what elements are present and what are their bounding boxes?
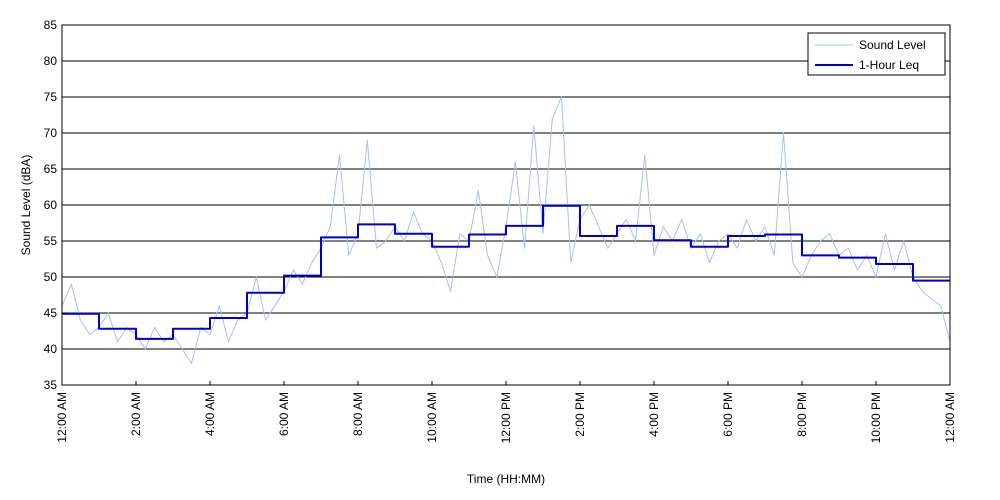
y-tick-label: 50 [44, 270, 58, 284]
x-tick-label: 4:00 AM [203, 392, 217, 436]
y-tick-labels: 35 40 45 50 55 60 65 70 75 80 85 [44, 18, 58, 392]
x-tick-label: 8:00 AM [351, 392, 365, 436]
x-tick-label: 10:00 PM [869, 392, 883, 443]
x-tick-label: 6:00 AM [277, 392, 291, 436]
x-tick-label: 8:00 PM [795, 392, 809, 437]
y-tick-label: 70 [44, 126, 58, 140]
x-axis-title: Time (HH:MM) [467, 472, 545, 486]
y-axis-title: Sound Level (dBA) [19, 155, 33, 256]
y-tick-label: 65 [44, 162, 58, 176]
y-tick-label: 55 [44, 234, 58, 248]
x-tick-label: 4:00 PM [647, 392, 661, 437]
x-tick-label: 2:00 PM [573, 392, 587, 437]
y-tick-label: 80 [44, 54, 58, 68]
y-tick-label: 75 [44, 90, 58, 104]
y-tick-label: 40 [44, 342, 58, 356]
x-tick-label: 10:00 AM [425, 392, 439, 443]
y-tick-label: 60 [44, 198, 58, 212]
x-tick-label: 2:00 AM [129, 392, 143, 436]
x-tick-label: 6:00 PM [721, 392, 735, 437]
series-line-1-hour-leq [62, 204, 950, 340]
legend-label-sound-level: Sound Level [859, 38, 926, 52]
y-tick-label: 85 [44, 18, 58, 32]
x-tick-labels: 12:00 AM 2:00 AM 4:00 AM 6:00 AM 8:00 AM 10:0… [55, 392, 957, 443]
legend: Sound Level 1-Hour Leq [807, 32, 946, 76]
legend-box [807, 32, 946, 76]
ticks [61, 24, 951, 386]
x-tick-label: 12:00 AM [943, 392, 957, 443]
gridlines [62, 60, 950, 350]
series-layer [61, 96, 951, 364]
x-tick-label: 12:00 AM [55, 392, 69, 443]
legend-label-1-hour-leq: 1-Hour Leq [859, 58, 919, 72]
y-tick-label: 45 [44, 306, 58, 320]
y-tick-label: 35 [44, 378, 58, 392]
x-tick-label: 12:00 PM [499, 392, 513, 443]
